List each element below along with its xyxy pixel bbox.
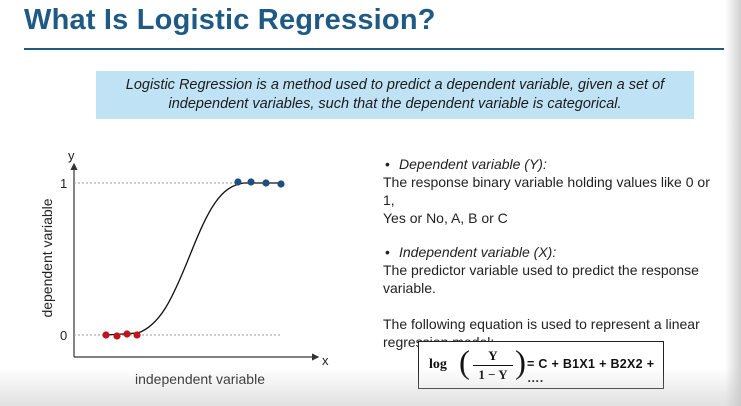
class-1-point	[247, 178, 255, 186]
fraction-bar	[473, 365, 513, 366]
dependent-variable-heading: Dependent variable (Y):	[399, 156, 547, 172]
definition-line-1: Logistic Regression is a method used to …	[125, 77, 665, 93]
class-0-point	[113, 332, 121, 340]
class-0-points	[102, 330, 141, 340]
tick-label-1: 1	[60, 176, 67, 191]
dependent-variable-text-2: Yes or No, A, B or C	[383, 210, 508, 226]
x-axis-title: independent variable	[135, 371, 265, 387]
class-1-point	[262, 179, 270, 187]
equation-fraction: Y 1 − Y	[471, 348, 515, 383]
definition-box: Logistic Regression is a method used to …	[96, 71, 694, 119]
title-underline	[24, 48, 724, 50]
right-edge-shadow	[725, 0, 741, 406]
equation-close-paren: )	[515, 345, 526, 381]
sigmoid-curve	[105, 182, 283, 336]
bullet-dependent: •	[385, 156, 390, 172]
equation-log: log	[429, 357, 447, 372]
equation-intro-1: The following equation is used to repres…	[383, 316, 700, 332]
class-1-points	[234, 178, 285, 188]
equation-box: log ( Y 1 − Y ) = C + B1X1 + B2X2 + ….	[418, 341, 664, 389]
definition-line-2: independent variables, such that the dep…	[168, 96, 622, 112]
y-axis-letter: y	[68, 148, 75, 163]
independent-variable-text-2: variable.	[383, 280, 436, 296]
dependent-variable-text-1: The response binary variable holding val…	[383, 174, 710, 208]
class-1-point	[277, 180, 285, 188]
independent-variable-heading: Independent variable (X):	[399, 244, 557, 260]
x-axis-letter: x	[322, 353, 329, 368]
tick-label-0: 0	[60, 328, 67, 343]
y-axis-title: dependent variable	[39, 198, 55, 317]
equation-open-paren: (	[459, 345, 470, 381]
bullet-independent: •	[385, 244, 390, 260]
equation-numerator: Y	[488, 348, 498, 363]
class-0-point	[133, 331, 141, 339]
class-1-point	[234, 178, 242, 186]
equation-denominator: 1 − Y	[478, 367, 508, 382]
independent-variable-text-1: The predictor variable used to predict t…	[383, 262, 699, 278]
equation-rhs: = C + B1X1 + B2X2 + ….	[527, 357, 655, 385]
logistic-curve-diagram: y x 1 0 dependent variable independent v…	[39, 148, 329, 387]
variable-explanations: • Dependent variable (Y): The response bi…	[383, 155, 723, 351]
class-0-point	[123, 330, 131, 338]
class-0-point	[102, 331, 110, 339]
slide-title: What Is Logistic Regression?	[24, 4, 436, 36]
